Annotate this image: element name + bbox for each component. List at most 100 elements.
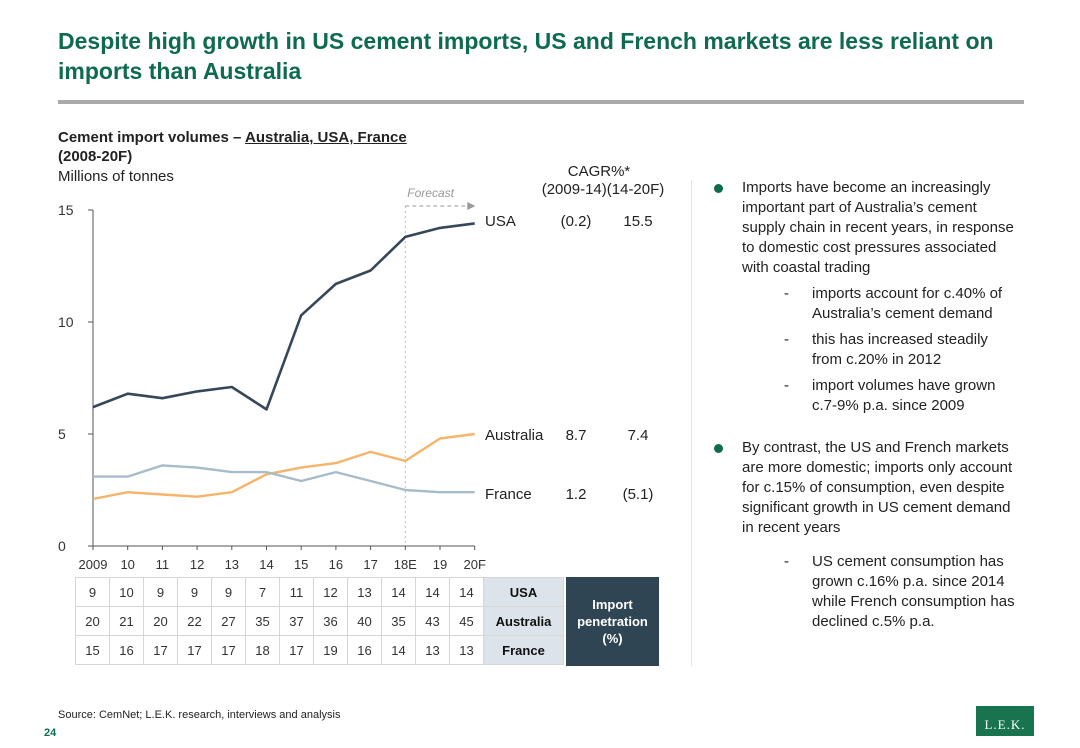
sub-bullet-text: imports account for c.40% of Australia’s… <box>812 285 1003 322</box>
cagr-value-2009-14: 8.7 <box>566 427 587 444</box>
sub-bullet-text: US cement consumption has grown c.16% p.… <box>812 553 1015 630</box>
sub-bullet: - US cement consumption has grown c.16% p… <box>742 552 1022 632</box>
table-cell: 9 <box>143 577 178 607</box>
table-country-cell: Australia <box>483 606 564 636</box>
cagr-value-14-20f: 15.5 <box>623 213 652 230</box>
x-tick-label: 17 <box>363 557 377 572</box>
forecast-label: Forecast <box>407 186 454 200</box>
cagr-header: CAGR%* <box>568 163 631 180</box>
table-cell: 36 <box>313 606 348 636</box>
penetration-table: 9 10 9 9 9 7 11 12 13 14 14 14 USA 20 21 20 22 27 35 37 36 40… <box>75 577 564 665</box>
commentary: Imports have become an increasingly impo… <box>712 178 1022 640</box>
table-cell: 43 <box>415 606 450 636</box>
y-tick-label: 10 <box>58 314 74 330</box>
bullet-text: By contrast, the US and French markets a… <box>742 439 1013 536</box>
sub-bullet: - this has increased steadily from c.20% … <box>742 330 1022 370</box>
chart-title-prefix: Cement import volumes – <box>58 129 245 146</box>
cagr-value-14-20f: 7.4 <box>628 427 649 444</box>
table-cell: 35 <box>245 606 280 636</box>
chart-title: Cement import volumes – Australia, USA, … <box>58 128 407 166</box>
x-tick-label: 2009 <box>79 557 108 572</box>
cagr-value-2009-14: 1.2 <box>566 486 587 503</box>
chart-title-link[interactable]: Australia, USA, France <box>245 129 407 146</box>
bullet-dot-icon <box>714 444 723 453</box>
table-cell: 13 <box>347 577 382 607</box>
bullet-item: Imports have become an increasingly impo… <box>712 178 1022 416</box>
table-cell: 17 <box>177 635 212 665</box>
y-tick-label: 15 <box>58 202 74 218</box>
sub-bullet-text: this has increased steadily from c.20% i… <box>812 331 988 368</box>
table-cell: 9 <box>75 577 110 607</box>
table-cell: 45 <box>449 606 484 636</box>
x-tick-label: 20F <box>463 557 485 572</box>
x-tick-label: 13 <box>225 557 239 572</box>
chart-unit: Millions of tonnes <box>58 168 174 185</box>
series-label-usa: USA <box>485 213 516 230</box>
series-line-usa <box>92 222 475 411</box>
table-row: 9 10 9 9 9 7 11 12 13 14 14 14 USA <box>75 577 564 607</box>
table-country-cell: USA <box>483 577 564 607</box>
line-chart: 0 5 10 15 2009 10 11 12 13 14 15 16 17 18E 19 20F Forec… <box>58 163 665 572</box>
column-divider <box>691 180 692 666</box>
table-cell: 9 <box>177 577 212 607</box>
page-number: 24 <box>44 727 57 739</box>
table-cell: 9 <box>211 577 246 607</box>
dash-icon: - <box>784 377 789 394</box>
table-cell: 13 <box>415 635 450 665</box>
series-line-france <box>93 464 475 494</box>
table-country-cell: France <box>483 635 564 665</box>
table-cell: 22 <box>177 606 212 636</box>
x-tick-label: 10 <box>120 557 134 572</box>
table-cell: 20 <box>75 606 110 636</box>
sub-bullet-text: import volumes have grown c.7-9% p.a. si… <box>812 377 996 414</box>
table-cell: 14 <box>381 635 416 665</box>
sub-bullet: - import volumes have grown c.7-9% p.a. s… <box>742 376 1022 416</box>
cagr-value-14-20f: (5.1) <box>623 486 654 503</box>
table-cell: 35 <box>381 606 416 636</box>
table-cell: 37 <box>279 606 314 636</box>
table-cell: 16 <box>109 635 144 665</box>
cagr-periods: (2009-14)(14-20F) <box>542 181 665 198</box>
y-tick-label: 5 <box>58 426 66 442</box>
penetration-label: Import penetration (%) <box>566 577 659 666</box>
page-title: Despite high growth in US cement imports… <box>58 28 994 84</box>
x-tick-label: 16 <box>329 557 343 572</box>
table-cell: 14 <box>415 577 450 607</box>
series-label-australia: Australia <box>485 427 544 444</box>
table-cell: 11 <box>279 577 314 607</box>
table-cell: 14 <box>449 577 484 607</box>
table-cell: 15 <box>75 635 110 665</box>
table-row: 20 21 20 22 27 35 37 36 40 35 43 45 Australia <box>75 606 564 636</box>
table-cell: 19 <box>313 635 348 665</box>
forecast-arrow-icon <box>467 202 476 210</box>
y-tick-label: 0 <box>58 538 66 554</box>
table-cell: 7 <box>245 577 280 607</box>
x-tick-label: 15 <box>294 557 308 572</box>
title-divider <box>58 100 1024 104</box>
x-tick-label: 19 <box>433 557 447 572</box>
table-cell: 21 <box>109 606 144 636</box>
lek-logo: L.E.K. <box>976 706 1034 736</box>
table-cell: 27 <box>211 606 246 636</box>
bullet-item: By contrast, the US and French markets a… <box>712 438 1022 632</box>
x-tick-label: 18E <box>394 557 417 572</box>
table-cell: 20 <box>143 606 178 636</box>
table-cell: 14 <box>381 577 416 607</box>
dash-icon: - <box>784 553 789 570</box>
table-row: 15 16 17 17 17 18 17 19 16 14 13 13 France <box>75 635 564 665</box>
table-cell: 10 <box>109 577 144 607</box>
cagr-value-2009-14: (0.2) <box>561 213 592 230</box>
series-label-france: France <box>485 486 532 503</box>
dash-icon: - <box>784 285 789 302</box>
bullet-dot-icon <box>714 184 723 193</box>
table-cell: 16 <box>347 635 382 665</box>
table-cell: 18 <box>245 635 280 665</box>
sub-bullet: - imports account for c.40% of Australia’… <box>742 284 1022 324</box>
logo-text: L.E.K. <box>984 717 1026 732</box>
chart-title-years: (2008-20F) <box>58 148 133 165</box>
x-tick-label: 11 <box>156 557 170 572</box>
table-cell: 17 <box>279 635 314 665</box>
x-tick-label: 14 <box>259 557 273 572</box>
table-cell: 17 <box>211 635 246 665</box>
series-line-australia <box>92 432 475 501</box>
